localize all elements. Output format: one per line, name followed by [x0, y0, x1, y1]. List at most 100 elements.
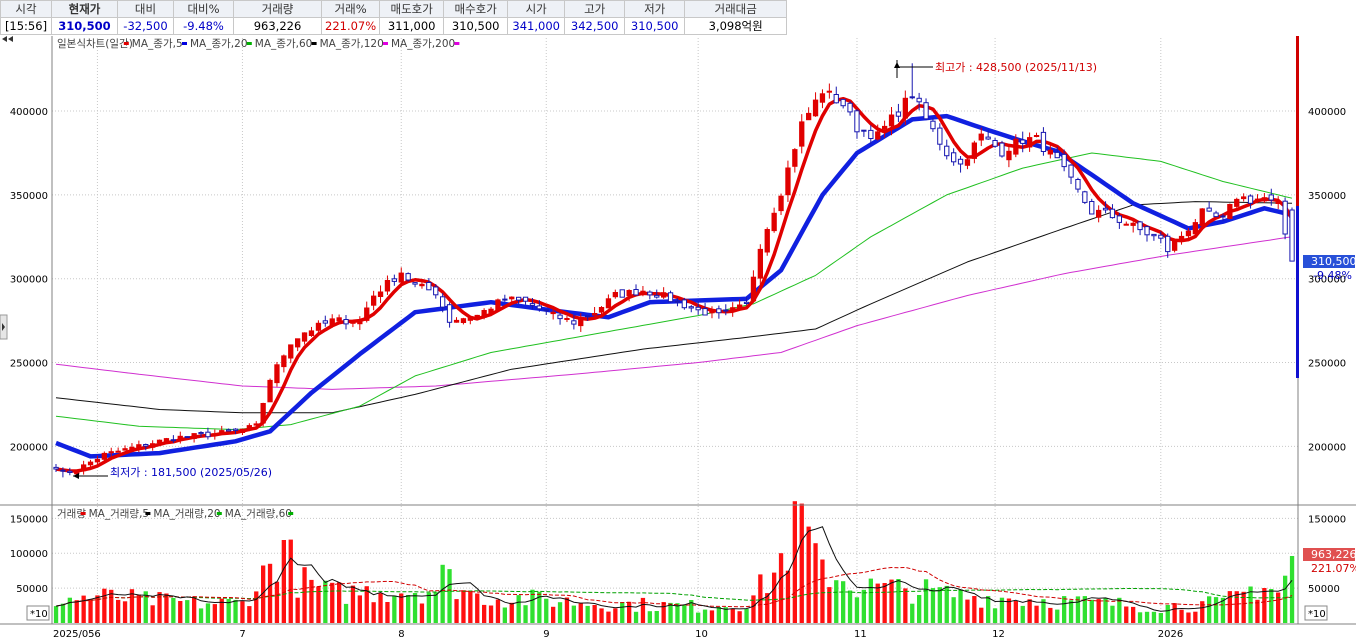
- candle-body: [191, 433, 197, 440]
- candle-body: [108, 451, 114, 454]
- candle-body: [170, 439, 176, 442]
- volume-bar: [302, 567, 307, 623]
- vol-ma5-line: [55, 526, 1293, 612]
- candle-body: [364, 307, 370, 321]
- volume-bar: [1048, 607, 1053, 623]
- candle-body: [163, 438, 170, 442]
- volume-bar: [861, 589, 866, 623]
- volume-bar: [903, 588, 908, 623]
- candle-body: [785, 167, 791, 196]
- volume-bar: [185, 600, 190, 623]
- candle-body: [564, 318, 570, 320]
- col-header-bid: 매수호가: [443, 0, 509, 18]
- volume-bar: [1255, 599, 1260, 623]
- volume-tick-left: 150000: [10, 514, 48, 525]
- volume-bar: [60, 603, 66, 623]
- volume-bar: [1110, 605, 1115, 623]
- candle-body: [847, 102, 853, 113]
- candle-body: [1116, 215, 1122, 223]
- candle-body: [716, 308, 722, 314]
- volume-bar: [785, 570, 791, 623]
- legend-item: MA_종가,200: [391, 38, 455, 50]
- volume-bar: [95, 595, 100, 623]
- scroll-left-icon[interactable]: [2, 36, 13, 42]
- volume-bar: [109, 589, 114, 623]
- quote-low: 310,500: [624, 17, 686, 35]
- legend-swatch: [216, 512, 222, 515]
- candle-body: [1227, 204, 1233, 219]
- volume-bar: [813, 543, 818, 623]
- legend-swatch: [182, 42, 187, 45]
- candle-body: [1151, 233, 1157, 237]
- volume-bar: [654, 611, 659, 623]
- candle-body: [260, 403, 266, 424]
- col-header-turnover: 거래대금: [684, 0, 788, 18]
- col-header-high: 고가: [564, 0, 626, 18]
- candle-body: [87, 461, 94, 466]
- candle-body: [156, 439, 163, 444]
- candle-body: [495, 299, 501, 311]
- volume-bar: [1062, 596, 1067, 623]
- volume-bar: [171, 597, 176, 623]
- x-tick-label: 2026: [1158, 629, 1183, 640]
- volume-bar: [1096, 599, 1101, 623]
- volume-bar: [178, 601, 183, 623]
- volume-bar: [53, 606, 59, 623]
- candle-body: [1185, 230, 1192, 237]
- volume-bar: [992, 608, 998, 623]
- candle-body: [812, 99, 819, 117]
- volume-bar: [1013, 600, 1018, 623]
- legend-swatch: [311, 42, 317, 45]
- candle-body: [536, 305, 543, 310]
- last-price-text: 310,500: [1311, 255, 1356, 268]
- stock-chart[interactable]: 200000 200000 250000 250000 300000 300000 3500…: [0, 36, 1356, 640]
- panel-collapse-handle[interactable]: [0, 314, 8, 340]
- candle-body: [640, 290, 646, 296]
- candle-body: [1123, 223, 1129, 226]
- volume-bar: [357, 595, 362, 623]
- volume-bar: [406, 595, 411, 623]
- volume-bar: [274, 581, 280, 623]
- volume-bar: [440, 564, 445, 623]
- candle-body: [488, 308, 494, 314]
- candle-body: [923, 102, 929, 120]
- volume-bar: [723, 607, 728, 623]
- candle-body: [667, 292, 674, 303]
- quote-open: 341,000: [507, 17, 566, 35]
- candle-body: [529, 303, 536, 306]
- volume-bar: [841, 581, 846, 623]
- candle-body: [930, 120, 936, 130]
- volume-bar: [495, 599, 501, 623]
- high-marker: 최고가 : 428,500 (2025/11/13): [894, 60, 1097, 78]
- candle-body: [1261, 197, 1267, 202]
- volume-bar: [965, 599, 970, 623]
- volume-bar: [647, 611, 652, 623]
- candle-body: [902, 97, 909, 119]
- volume-bar: [288, 539, 293, 623]
- candle-body: [398, 272, 404, 283]
- volume-bar: [468, 590, 473, 623]
- candle-body: [295, 338, 301, 348]
- volume-bar: [1006, 598, 1012, 623]
- volume-bar: [682, 604, 687, 623]
- candle-body: [937, 127, 943, 145]
- candle-body: [543, 309, 549, 312]
- candle-body: [502, 298, 508, 301]
- candle-body: [598, 307, 605, 313]
- volume-bar: [1089, 599, 1094, 623]
- volume-bar: [1179, 609, 1184, 623]
- candle-body: [951, 152, 957, 163]
- volume-bar: [592, 605, 597, 623]
- price-tick-left: 300000: [10, 275, 48, 286]
- candle-body: [771, 212, 777, 232]
- col-header-ask: 매도호가: [379, 0, 445, 18]
- candle-body: [94, 458, 101, 463]
- candle-body: [419, 283, 425, 287]
- volume-bar: [523, 605, 528, 623]
- volume-bar: [937, 587, 942, 623]
- candle-body: [971, 142, 978, 159]
- candle-body: [833, 94, 839, 104]
- volume-bar: [205, 603, 211, 623]
- quote-volume: 963,226: [233, 17, 322, 35]
- candle-body: [626, 290, 632, 296]
